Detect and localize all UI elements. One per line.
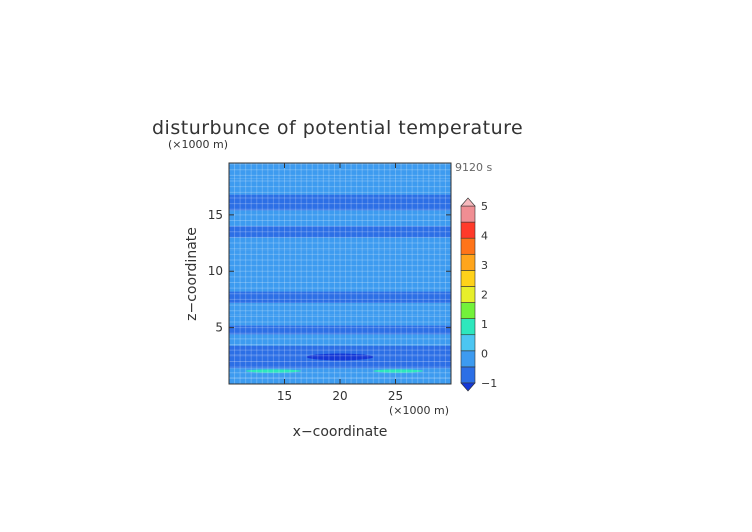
colorbar-cell [460, 237, 476, 255]
plot-grid [229, 163, 451, 384]
colorbar-tick-label: 0 [481, 348, 488, 361]
field-band [229, 325, 451, 335]
field-band [229, 226, 451, 238]
colorbar-cell [460, 221, 476, 239]
colorbar-cell [460, 366, 476, 384]
colorbar-cell [460, 286, 476, 303]
field-band [229, 178, 451, 195]
y-tick-label: 10 [208, 264, 223, 278]
colorbar-extend-high [460, 197, 476, 207]
time-label: 9120 s [455, 161, 492, 174]
colorbar-cell [460, 302, 476, 319]
colorbar-tick-label: 1 [481, 318, 488, 331]
field-band [229, 345, 451, 355]
colorbar: −1 0 1 2 3 4 5 [460, 197, 497, 392]
colorbar-cell [460, 253, 476, 271]
colorbar-tick-label: 3 [481, 259, 488, 272]
colorbar-tick-label: −1 [481, 377, 497, 390]
field-band [229, 210, 451, 227]
field-band [229, 302, 451, 315]
x-tick-label: 15 [277, 389, 292, 403]
colorbar-cell [460, 270, 476, 287]
field-warm-streak [373, 369, 424, 373]
colorbar-extend-low [460, 382, 476, 392]
field-band [229, 194, 451, 211]
y-unit-label: (×1000 m) [168, 138, 228, 151]
field-warm-streak [245, 369, 302, 373]
x-tick-label: 25 [388, 389, 403, 403]
field-band [229, 250, 451, 265]
y-axis-ticks: 5 10 15 [208, 208, 451, 335]
field-bulge [306, 259, 379, 279]
field-band [229, 278, 451, 292]
y-axis-label: z−coordinate [184, 227, 200, 321]
colorbar-tick-label: 4 [481, 230, 488, 243]
colorbar-cell [460, 350, 476, 368]
field-band [229, 368, 451, 378]
field-band [229, 361, 451, 369]
heatmap-plot [229, 163, 451, 384]
field-band [229, 291, 451, 303]
x-unit-label: (×1000 m) [389, 404, 449, 417]
field-band [229, 334, 451, 346]
x-axis-ticks: 15 20 25 [277, 163, 403, 403]
colorbar-tick-label: 5 [481, 200, 488, 213]
field-band [229, 237, 451, 251]
chart-title: disturbunce of potential temperature [152, 117, 523, 139]
field-band [229, 314, 451, 326]
y-tick-label: 5 [215, 321, 223, 335]
x-axis-label: x−coordinate [293, 424, 388, 440]
y-tick-label: 15 [208, 208, 223, 222]
colorbar-cell [460, 205, 476, 223]
colorbar-cell [460, 318, 476, 336]
x-tick-label: 20 [332, 389, 347, 403]
colorbar-tick-label: 2 [481, 289, 488, 302]
field-cool-blob [306, 353, 374, 361]
colorbar-cell [460, 334, 476, 352]
